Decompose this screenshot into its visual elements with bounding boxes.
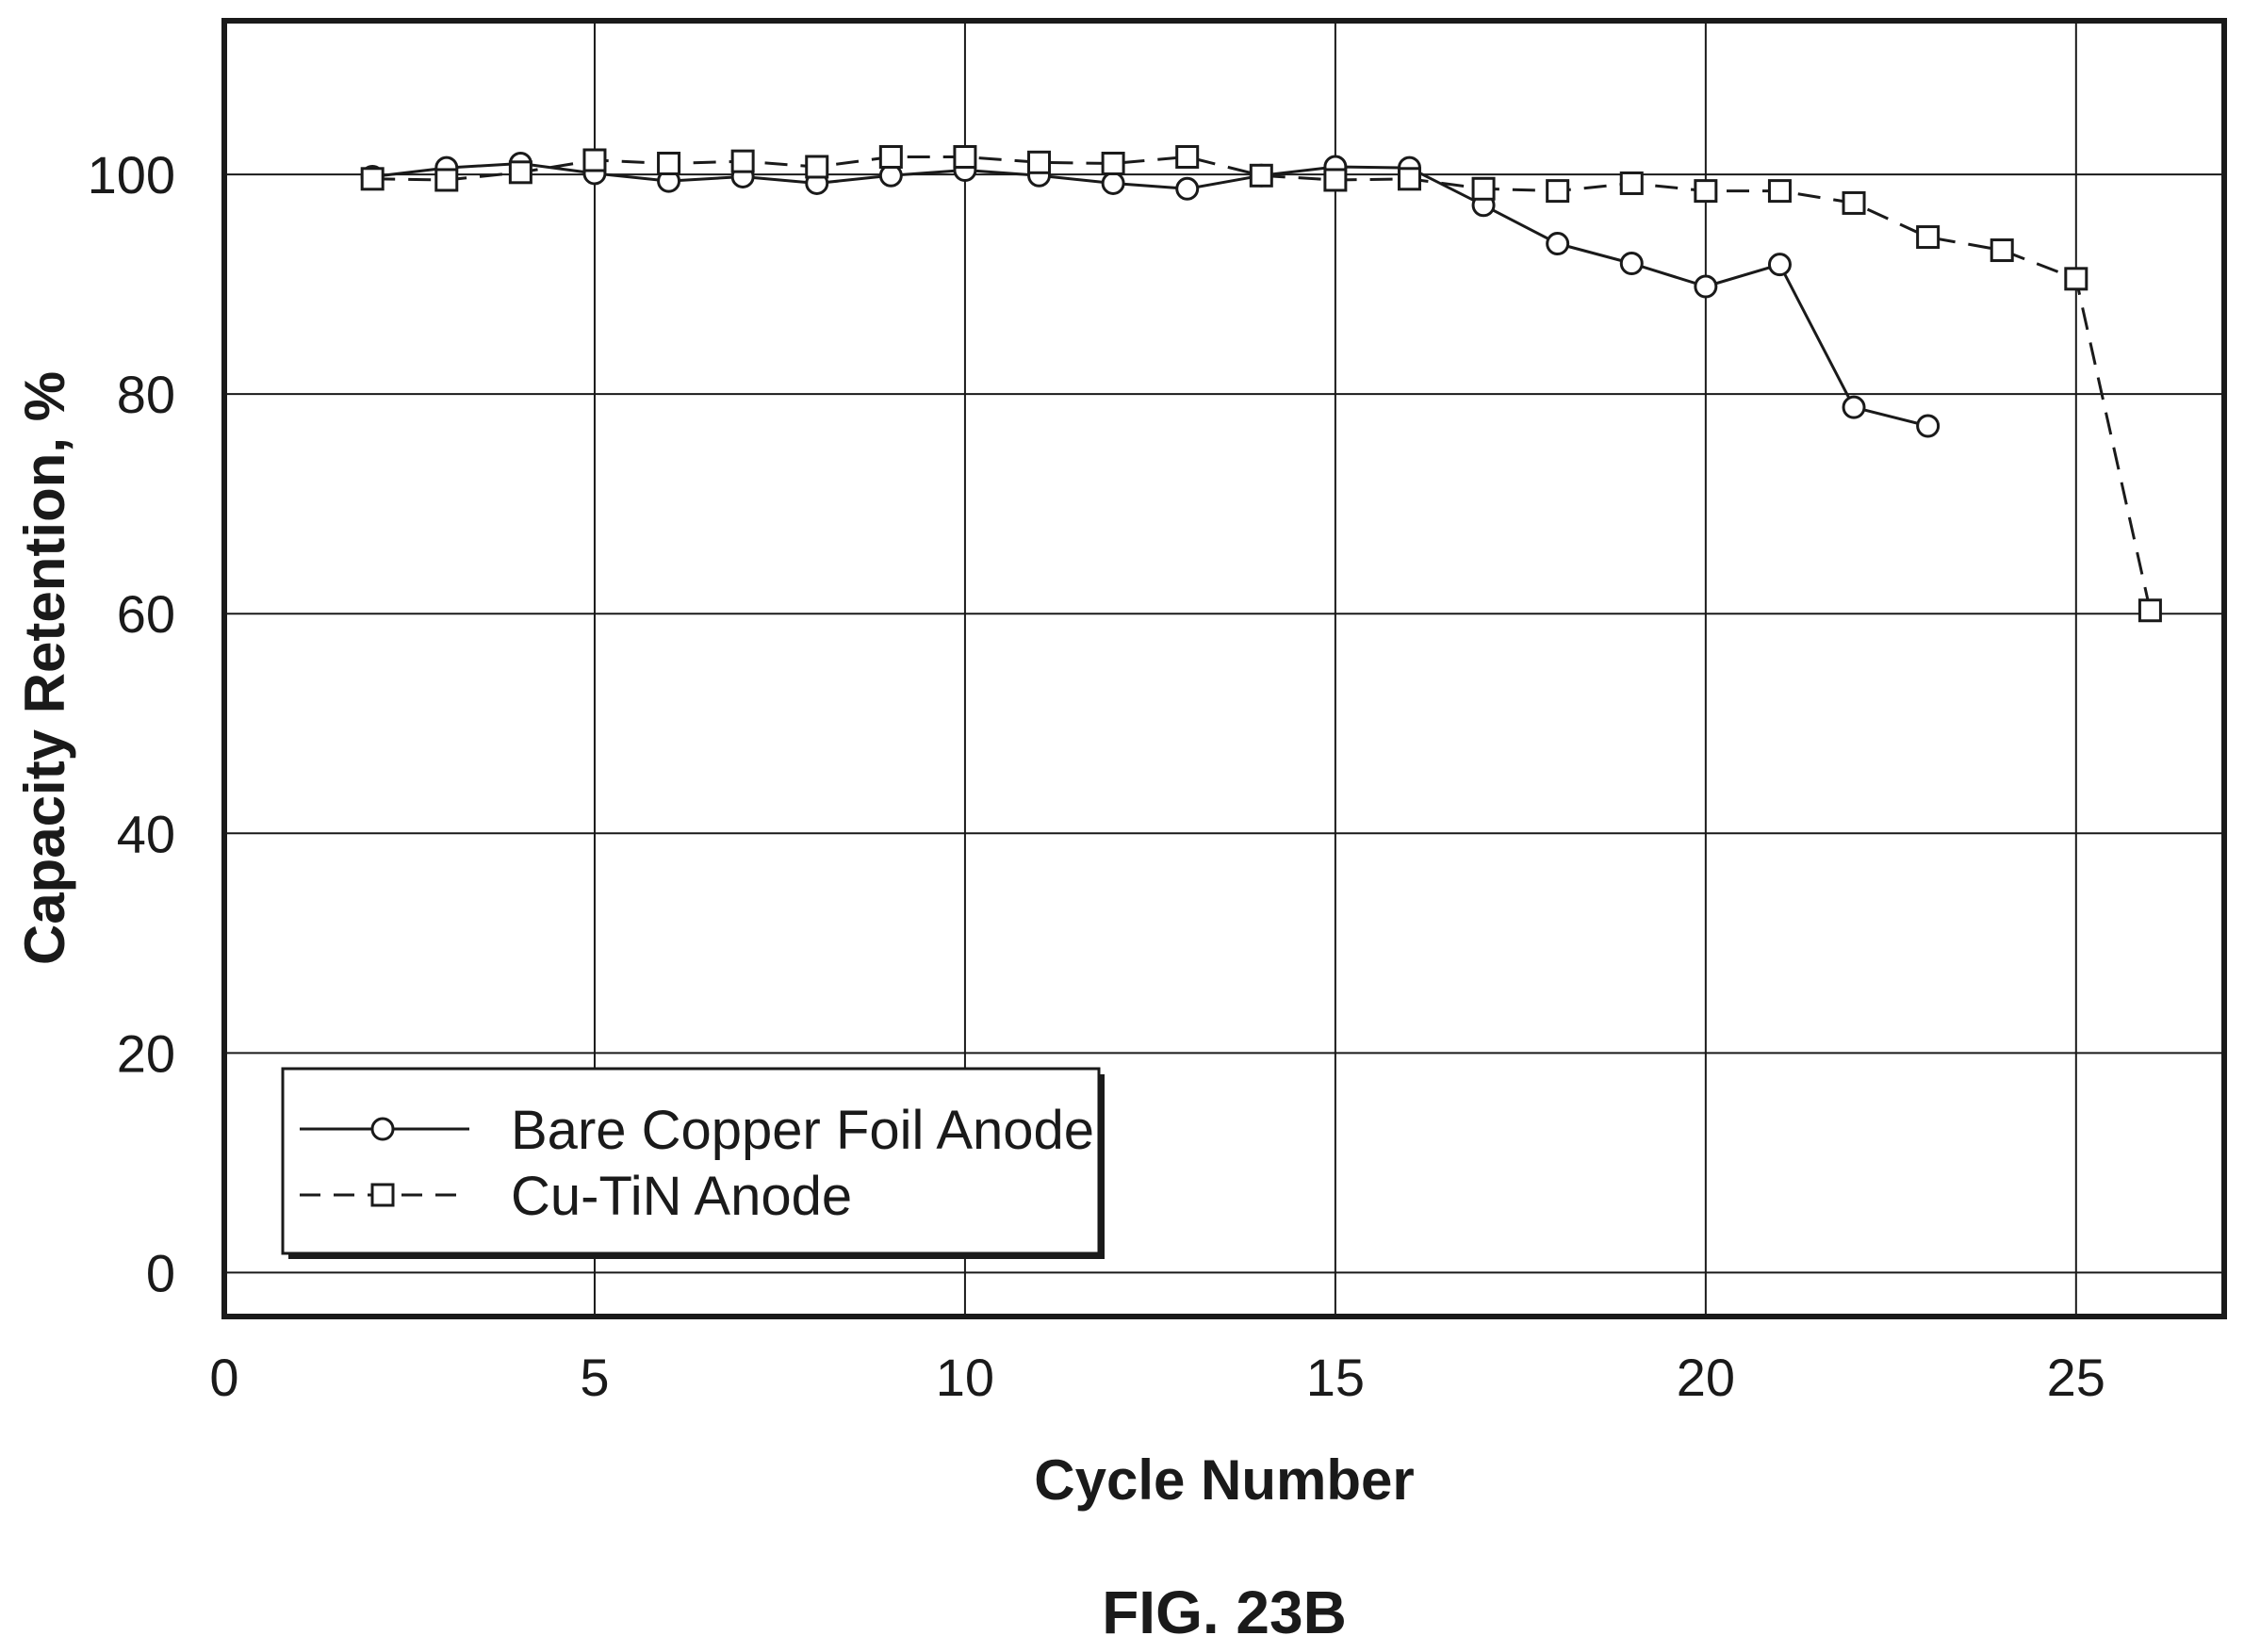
data-point <box>1619 171 1644 195</box>
data-point <box>878 144 903 169</box>
y-tick-label: 40 <box>117 804 175 863</box>
data-point <box>1101 171 1125 195</box>
data-point <box>1397 167 1421 191</box>
series-line <box>372 162 1928 428</box>
plot-frame <box>221 18 2227 1319</box>
data-point <box>1916 225 1941 250</box>
x-tick-label: 5 <box>580 1348 609 1407</box>
data-point <box>1471 176 1496 201</box>
data-point <box>657 151 681 175</box>
gridlines <box>223 21 2224 1317</box>
data-point <box>1249 163 1273 188</box>
x-axis-title: Cycle Number <box>1034 1448 1414 1512</box>
data-point <box>2138 598 2162 623</box>
data-point <box>805 155 829 179</box>
legend-box <box>281 1067 1101 1255</box>
x-tick-label: 15 <box>1306 1348 1365 1407</box>
y-axis-title: Capacity Retention, % <box>13 371 76 965</box>
legend: Bare Copper Foil Anode Cu-TiN Anode <box>281 1067 1105 1259</box>
data-point <box>1694 274 1718 299</box>
x-tick-label: 10 <box>936 1348 994 1407</box>
y-tick-label: 0 <box>146 1243 175 1302</box>
data-point <box>1323 168 1348 192</box>
y-tick-label: 20 <box>117 1023 175 1083</box>
data-series <box>360 144 2162 623</box>
data-point <box>730 149 755 173</box>
tick-labels: 0 5 10 15 20 25 0 20 40 60 80 100 <box>88 145 2105 1407</box>
legend-label-bare-copper: Bare Copper Foil Anode <box>511 1100 1094 1161</box>
x-tick-label: 0 <box>209 1348 238 1407</box>
data-point <box>1619 252 1644 276</box>
data-point <box>953 144 977 169</box>
x-tick-label: 20 <box>1677 1348 1735 1407</box>
data-point <box>1767 253 1792 277</box>
figure-caption: FIG. 23B <box>1102 1578 1347 1646</box>
data-point <box>1175 176 1200 201</box>
data-point <box>434 168 459 192</box>
data-point <box>1101 151 1125 175</box>
data-point <box>1694 179 1718 204</box>
data-point <box>582 148 607 172</box>
data-point <box>360 167 385 191</box>
legend-marker-bare-copper <box>370 1117 395 1141</box>
data-point <box>1175 144 1200 169</box>
series-cu-tin-anode <box>360 144 2162 623</box>
y-tick-label: 100 <box>88 145 175 204</box>
x-tick-label: 25 <box>2047 1348 2105 1407</box>
y-tick-label: 60 <box>117 584 175 644</box>
data-point <box>1546 232 1570 256</box>
data-point <box>1842 190 1866 215</box>
data-point <box>1027 150 1052 174</box>
legend-label-cu-tin: Cu-TiN Anode <box>511 1166 852 1227</box>
data-point <box>1916 414 1941 438</box>
y-tick-label: 80 <box>117 365 175 424</box>
data-point <box>1546 179 1570 204</box>
data-point <box>508 160 532 185</box>
data-point <box>1767 179 1792 204</box>
data-point <box>1990 238 2014 263</box>
data-point <box>2064 267 2088 291</box>
legend-marker-cu-tin <box>370 1183 395 1207</box>
data-point <box>1842 395 1866 419</box>
